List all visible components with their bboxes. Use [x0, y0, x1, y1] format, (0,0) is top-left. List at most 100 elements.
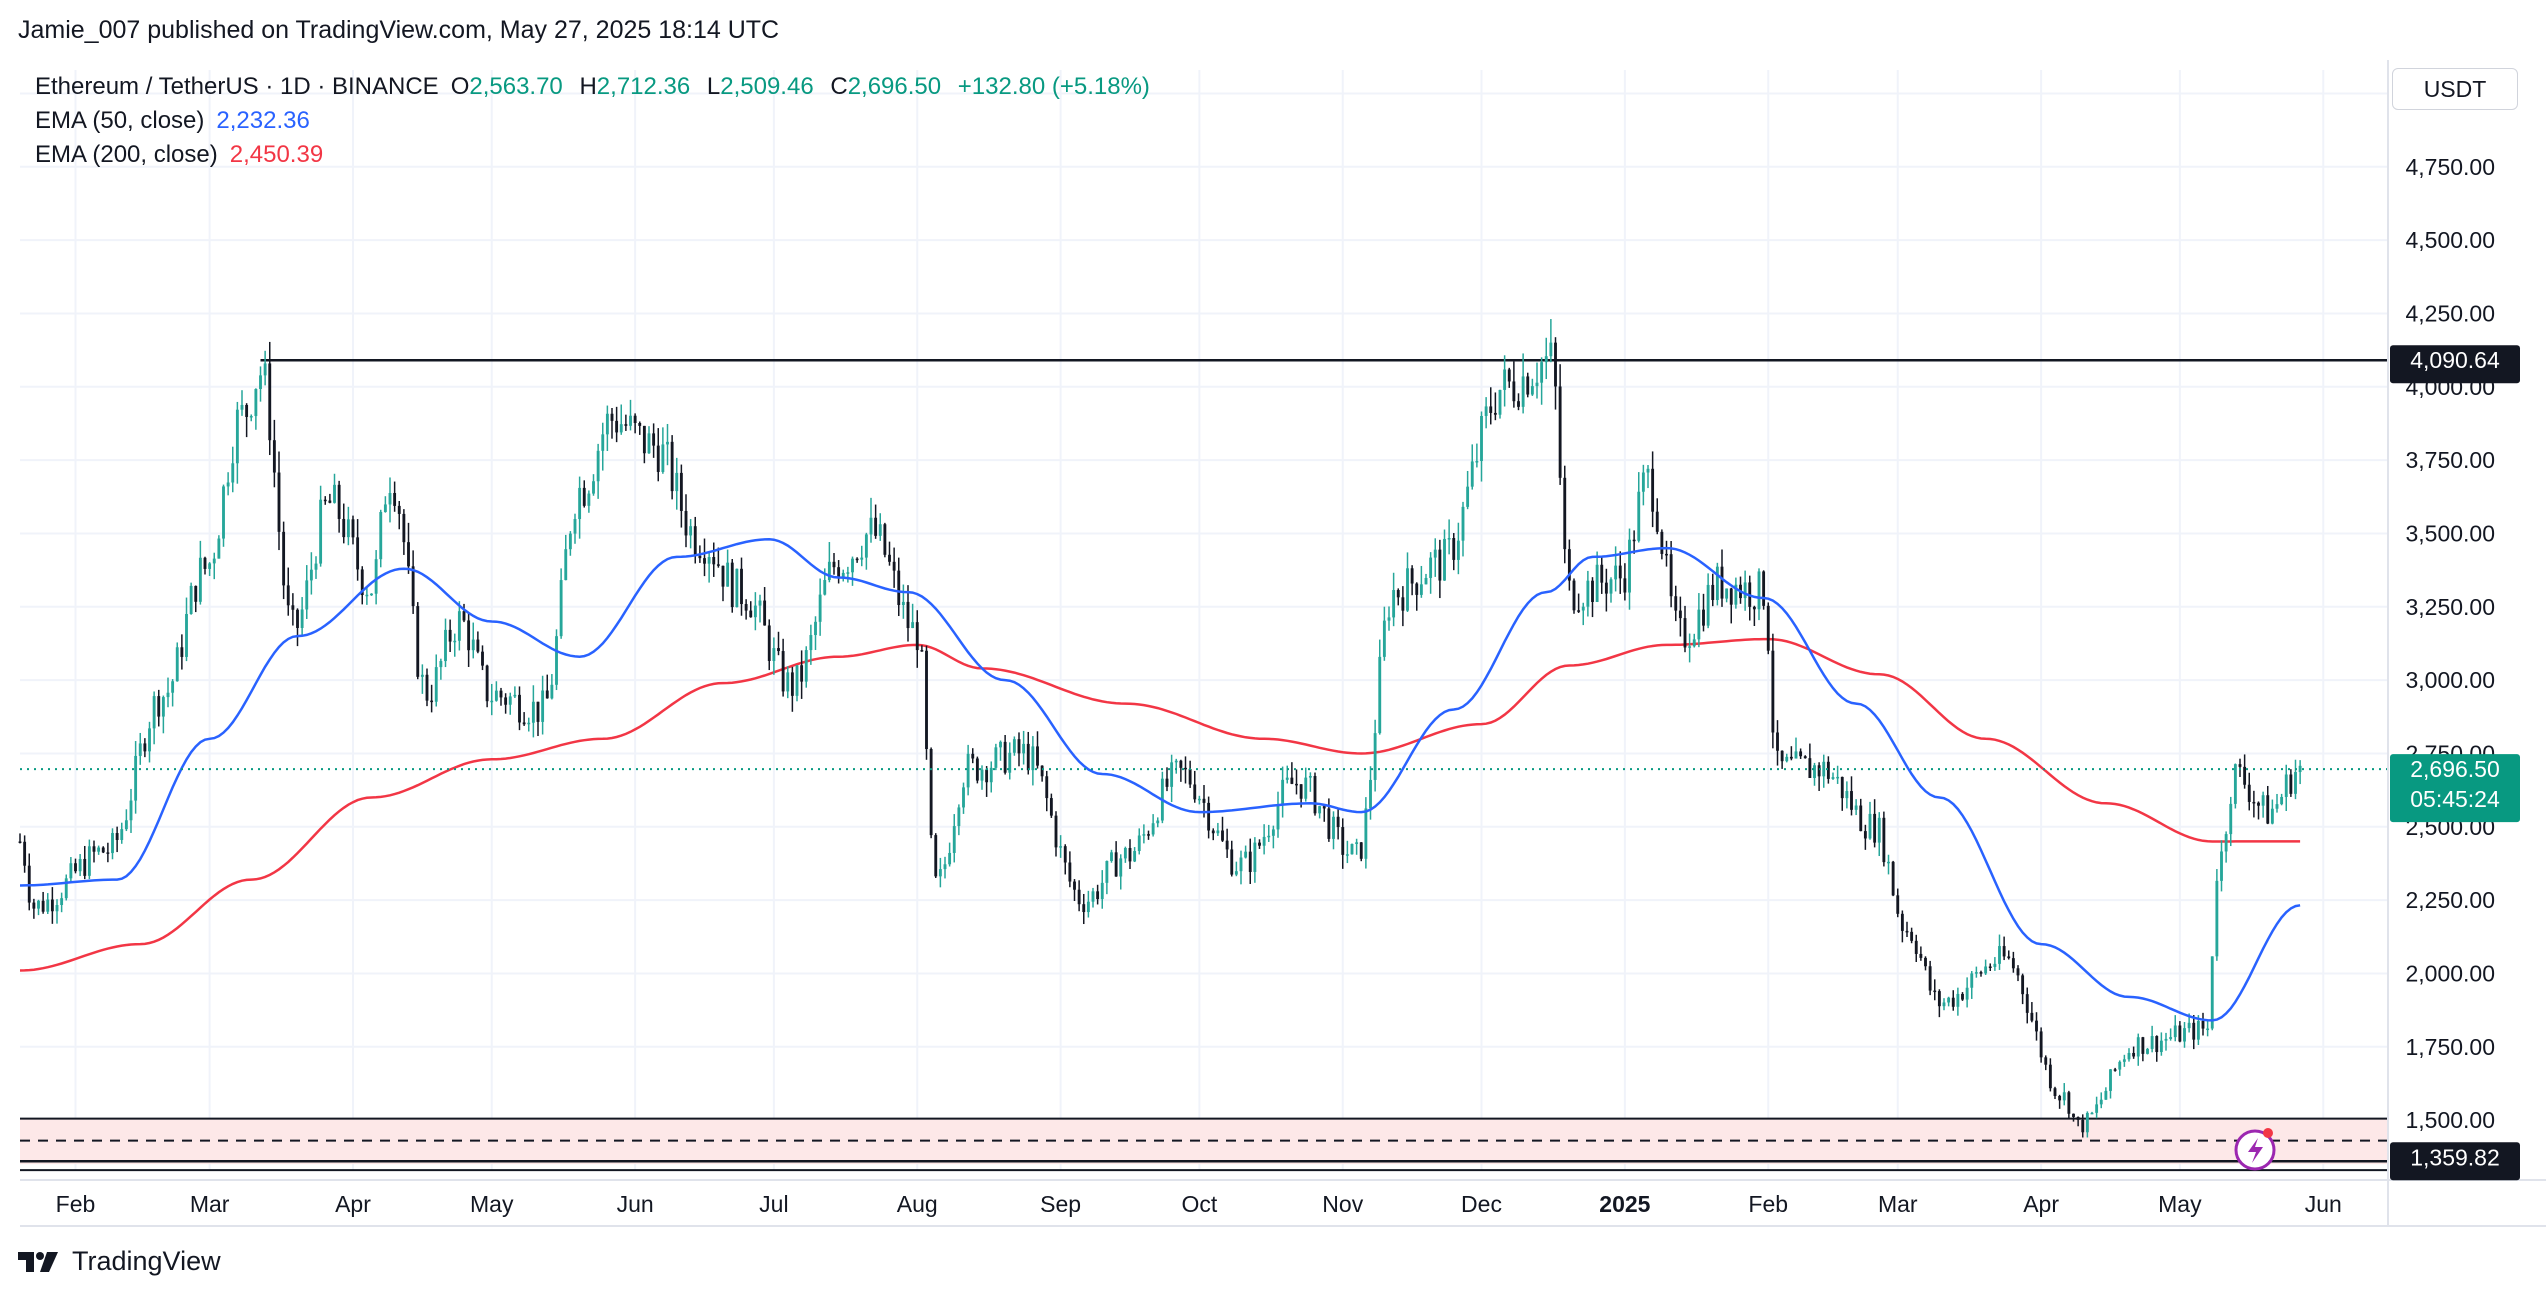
candle-body — [2076, 1116, 2080, 1120]
candle-body — [837, 567, 841, 579]
candle-body — [749, 610, 753, 618]
candle-body — [795, 665, 799, 696]
candle-body — [55, 904, 59, 912]
x-tick-label: May — [2158, 1191, 2202, 1217]
candle-body — [962, 787, 965, 808]
last-price-badge-bg — [2390, 754, 2520, 823]
candle-body — [134, 755, 138, 801]
candle-body — [1697, 609, 1701, 640]
symbol-title[interactable]: Ethereum / TetherUS · 1D · BINANCE — [35, 73, 439, 100]
x-tick-label: Mar — [1878, 1191, 1918, 1217]
candle-body — [2155, 1036, 2159, 1053]
candle-body — [1022, 743, 1026, 754]
candle-body — [268, 363, 272, 441]
candle-body — [1845, 791, 1849, 799]
candle-body — [1910, 931, 1914, 941]
candle-body — [1359, 842, 1363, 859]
x-tick-label: Jul — [759, 1191, 788, 1217]
candle-body — [2233, 764, 2237, 804]
candle-body — [365, 594, 369, 597]
candle-body — [1683, 618, 1687, 648]
candle-body — [231, 463, 235, 483]
candle-body — [596, 450, 600, 482]
low-value: 2,509.46 — [720, 73, 814, 100]
candle-body — [2261, 795, 2265, 806]
candle-body — [874, 517, 878, 536]
candle-body — [1970, 973, 1974, 988]
candle-body — [152, 696, 156, 729]
candle-body — [1530, 386, 1534, 395]
legend-ema50-row[interactable]: EMA (50, close) 2,232.36 — [35, 104, 1150, 138]
candle-body — [1466, 486, 1470, 507]
candle-body — [1826, 761, 1830, 779]
x-tick-label: Jun — [2305, 1191, 2342, 1217]
candle-body — [934, 835, 938, 877]
candle-body — [1059, 846, 1063, 848]
candle-body — [1387, 617, 1391, 621]
candle-body — [1549, 342, 1553, 357]
candle-body — [638, 423, 642, 426]
candle-body — [513, 694, 517, 697]
candle-body — [1674, 596, 1678, 611]
candle-body — [1091, 891, 1095, 902]
x-tick-label: Dec — [1461, 1191, 1502, 1217]
candle-body — [1332, 816, 1335, 839]
candle-body — [712, 557, 716, 565]
candle-body — [388, 493, 392, 505]
candle-body — [2011, 958, 2015, 969]
candle-body — [2035, 1020, 2038, 1032]
candle-body — [1415, 583, 1419, 595]
candle-body — [444, 629, 447, 662]
candle-body — [966, 753, 970, 788]
last-price-badge-text: 2,696.50 — [2410, 756, 2500, 782]
candle-body — [374, 559, 378, 594]
candle-body — [522, 722, 526, 725]
candle-body — [1526, 376, 1530, 395]
candle-body — [1003, 741, 1007, 773]
candle-body — [1045, 776, 1049, 799]
candle-body — [1882, 817, 1886, 863]
candle-body — [1123, 848, 1127, 859]
x-tick-label: Apr — [335, 1191, 371, 1217]
candle-body — [416, 606, 420, 677]
candle-body — [212, 558, 216, 564]
candle-body — [1988, 966, 1992, 968]
candle-body — [1438, 549, 1442, 581]
candle-body — [1216, 830, 1220, 834]
candle-body — [1406, 568, 1409, 611]
candle-body — [1410, 568, 1414, 584]
close-value: 2,696.50 — [847, 73, 942, 100]
candle-body — [1295, 783, 1298, 786]
y-tick-label: 1,500.00 — [2405, 1107, 2495, 1133]
candle-body — [1128, 848, 1132, 862]
candle-body — [291, 605, 295, 610]
candle-body — [2215, 880, 2219, 957]
candle-body — [1799, 751, 1803, 757]
candle-body — [1258, 842, 1261, 846]
candle-body — [633, 415, 637, 424]
candle-body — [2053, 1088, 2057, 1096]
candle-body — [1036, 746, 1039, 766]
candle-body — [356, 537, 360, 570]
candle-body — [453, 640, 457, 643]
candle-body — [1073, 881, 1076, 890]
legend-ohlc-row[interactable]: Ethereum / TetherUS · 1D · BINANCE O2,56… — [35, 70, 1150, 104]
currency-button[interactable]: USDT — [2392, 68, 2518, 110]
tradingview-brand[interactable]: TradingView — [18, 1246, 221, 1277]
candle-body — [568, 533, 572, 550]
candle-body — [1789, 756, 1793, 759]
candle-body — [333, 484, 336, 503]
candle-body — [989, 767, 993, 783]
candle-body — [1831, 777, 1835, 779]
legend-ema200-row[interactable]: EMA (200, close) 2,450.39 — [35, 138, 1150, 172]
candle-body — [827, 561, 831, 581]
close-label: C — [830, 73, 848, 100]
candle-body — [425, 674, 429, 701]
candle-body — [2127, 1052, 2131, 1060]
candle-body — [1822, 761, 1826, 777]
y-tick-label: 4,500.00 — [2405, 227, 2495, 253]
candle-body — [346, 519, 350, 538]
candle-body — [2030, 1012, 2034, 1021]
